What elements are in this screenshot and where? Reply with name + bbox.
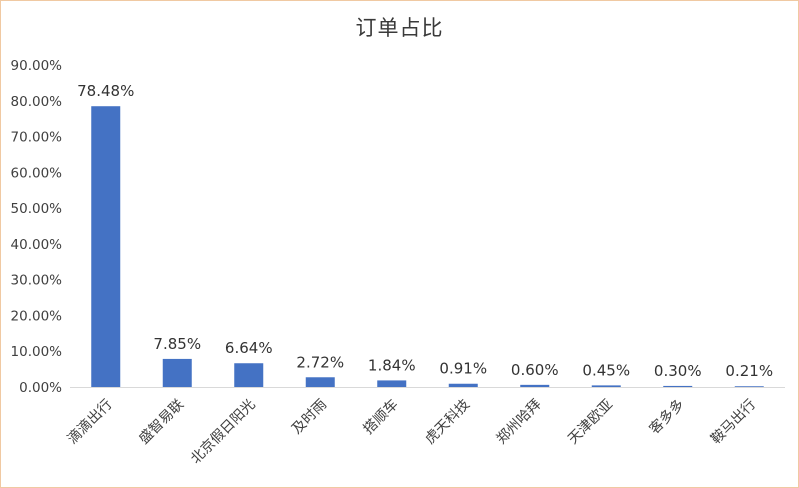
bars: [91, 106, 764, 387]
x-tick-label: 客多多: [646, 396, 688, 438]
bar: [162, 358, 192, 387]
bar: [234, 363, 264, 387]
bar: [663, 385, 693, 387]
bar: [520, 384, 550, 387]
y-tick-label: 20.00%: [11, 308, 63, 324]
bar: [591, 385, 621, 387]
data-label: 0.21%: [725, 362, 773, 380]
x-tick-label: 盛智易联: [136, 397, 187, 448]
data-labels: 78.48% 7.85% 6.64% 2.72% 1.84% 0.91% 0.60% 0.45…: [77, 82, 773, 380]
bar: [91, 106, 121, 387]
data-label: 0.45%: [582, 361, 630, 379]
x-tick-label: 滴滴出行: [64, 396, 116, 448]
x-tick-label: 虎天科技: [422, 397, 473, 448]
data-label: 2.72%: [296, 353, 344, 371]
x-tick-label: 及时雨: [289, 397, 330, 438]
x-axis-labels: 滴滴出行 盛智易联 北京假日阳光 及时雨 搭顺车 虎天科技 郑州哈拜 天津欧亚 客多多 鞍马出行: [64, 396, 759, 467]
bar: [377, 380, 407, 387]
data-label: 6.64%: [225, 339, 273, 357]
y-tick-label: 0.00%: [19, 380, 62, 396]
data-label: 7.85%: [153, 335, 201, 353]
y-tick-label: 80.00%: [11, 94, 63, 110]
x-tick-label: 搭顺车: [360, 396, 402, 438]
x-tick-label: 鞍马出行: [708, 397, 759, 448]
x-tick-label: 天津欧亚: [565, 397, 616, 448]
x-tick-label: 郑州哈拜: [494, 397, 545, 448]
data-label: 78.48%: [77, 82, 134, 100]
y-tick-label: 70.00%: [11, 130, 63, 146]
y-tick-label: 10.00%: [11, 344, 63, 360]
y-tick-label: 40.00%: [11, 237, 63, 253]
y-tick-label: 90.00%: [11, 58, 63, 74]
x-tick-label: 北京假日阳光: [188, 397, 259, 468]
bar: [305, 377, 335, 387]
y-tick-label: 60.00%: [11, 165, 63, 181]
y-tick-label: 50.00%: [11, 201, 63, 217]
data-label: 0.60%: [511, 361, 559, 379]
y-tick-label: 30.00%: [11, 273, 63, 289]
y-axis-labels: 0.00% 10.00% 20.00% 30.00% 40.00% 50.00% 60.00…: [11, 58, 63, 396]
data-label: 0.91%: [439, 360, 487, 378]
bar: [448, 383, 478, 387]
bar: [734, 386, 764, 387]
data-label: 0.30%: [654, 362, 702, 380]
chart-title: 订单占比: [355, 16, 444, 40]
data-label: 1.84%: [368, 356, 416, 374]
